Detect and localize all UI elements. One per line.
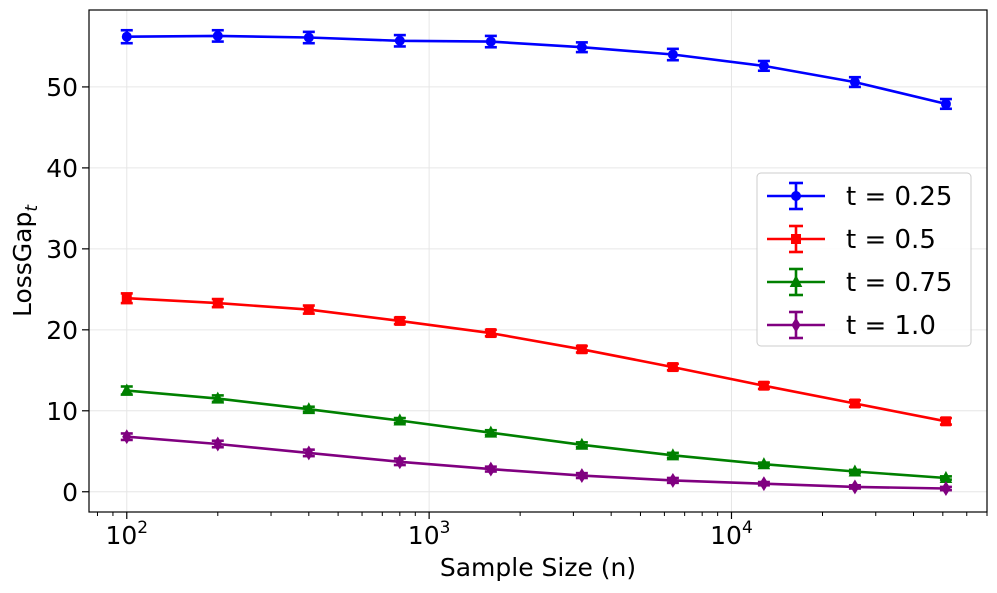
y-tick-label: 50	[46, 73, 78, 102]
legend-entry-3: t = 0.75	[767, 267, 952, 298]
plot-frame	[88, 9, 988, 513]
x-tick-label: 103	[408, 518, 451, 550]
data-point-diamond	[395, 454, 405, 470]
y-tick-label: 10	[46, 397, 78, 426]
data-point-diamond	[850, 479, 860, 495]
data-point-circle	[849, 77, 860, 88]
data-point-square	[303, 304, 314, 315]
legend-entry-2: t = 0.5	[767, 224, 936, 255]
data-point-square	[849, 398, 860, 409]
data-point-circle	[667, 49, 678, 60]
x-tick-label-base: 10	[105, 521, 137, 550]
data-point-square	[485, 328, 496, 339]
x-tick-label-exponent: 3	[440, 518, 451, 538]
data-point-triangle	[484, 425, 498, 438]
data-point-diamond	[213, 436, 223, 452]
series-1	[120, 28, 952, 111]
data-point-triangle	[848, 464, 862, 477]
data-point-triangle	[575, 437, 589, 450]
data-point-diamond	[577, 468, 587, 484]
data-point-circle	[576, 42, 587, 53]
data-point-diamond	[791, 317, 801, 333]
x-tick-label-base: 10	[710, 521, 742, 550]
data-point-diamond	[759, 476, 769, 492]
grid	[89, 10, 987, 512]
data-point-square	[791, 234, 801, 244]
data-point-circle	[121, 31, 132, 42]
data-point-circle	[758, 60, 769, 71]
legend-label: t = 1.0	[846, 311, 936, 341]
data-point-square	[394, 315, 405, 326]
data-point-triangle	[393, 413, 407, 426]
data-point-diamond	[486, 461, 496, 477]
data-point-square	[758, 380, 769, 391]
data-point-diamond	[122, 429, 132, 445]
series-line	[126, 34, 947, 106]
y-tick-label: 40	[46, 154, 78, 183]
data-point-square	[667, 362, 678, 373]
data-point-triangle	[666, 448, 680, 461]
y-axis-label: LossGapt	[8, 204, 42, 317]
series-line	[126, 435, 946, 490]
series-4	[120, 429, 952, 496]
data-point-circle	[303, 32, 314, 43]
series-layer	[120, 28, 953, 496]
data-point-triangle	[211, 391, 225, 404]
y-axis-label-main: LossGap	[8, 212, 37, 317]
data-point-square	[940, 416, 951, 427]
legend: t = 0.25 t = 0.5 t = 0.75 t = 1.0	[756, 172, 972, 347]
data-point-diamond	[668, 472, 678, 488]
x-axis: 102 103 104	[96, 512, 988, 550]
data-point-diamond	[941, 481, 951, 496]
data-point-circle	[212, 30, 223, 41]
legend-label: t = 0.25	[846, 182, 952, 212]
legend-entry-1: t = 0.25	[767, 181, 952, 212]
legend-label: t = 0.5	[846, 225, 936, 255]
x-axis-label: Sample Size (n)	[440, 553, 636, 582]
data-point-circle	[394, 35, 405, 46]
x-tick-label-base: 10	[408, 521, 440, 550]
series-2	[120, 292, 952, 427]
data-point-circle	[940, 98, 951, 109]
legend-box	[756, 172, 972, 347]
data-point-square	[212, 298, 223, 309]
y-tick-label: 20	[46, 316, 78, 345]
data-point-diamond	[304, 445, 314, 461]
series-line	[126, 296, 947, 423]
x-tick-label: 102	[105, 518, 148, 550]
y-tick-label: 0	[62, 478, 78, 507]
y-tick-label: 30	[46, 235, 78, 264]
y-axis-label-subscript: t	[22, 204, 42, 212]
data-point-circle	[791, 191, 801, 201]
data-point-square	[121, 293, 132, 304]
data-point-square	[576, 344, 587, 355]
x-tick-label-exponent: 2	[137, 518, 148, 538]
x-tick-label-exponent: 4	[742, 518, 753, 538]
data-point-triangle	[757, 457, 771, 470]
data-point-triangle	[789, 274, 803, 287]
y-axis: 0 10 20 30 40 50	[46, 73, 89, 507]
data-point-circle	[485, 36, 496, 47]
series-line	[126, 389, 946, 480]
data-point-triangle	[302, 402, 316, 415]
x-tick-label: 104	[710, 518, 753, 550]
legend-label: t = 0.75	[846, 268, 952, 298]
series-3	[120, 383, 953, 483]
legend-entry-4: t = 1.0	[767, 310, 936, 341]
data-point-triangle	[120, 383, 134, 396]
